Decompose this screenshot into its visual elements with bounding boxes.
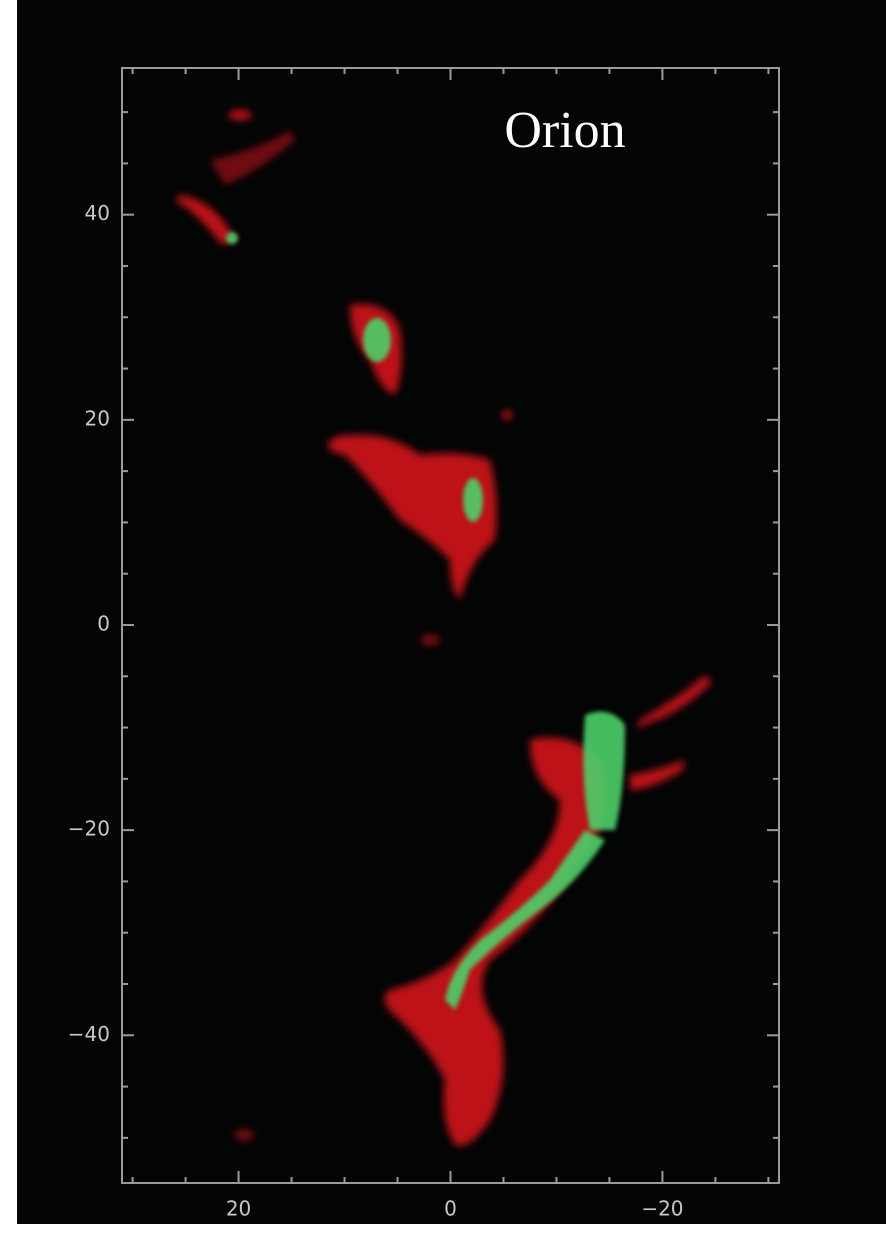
y-tick-label: 0 (97, 611, 110, 635)
y-tick-label: −20 (68, 817, 110, 841)
nebula-image (175, 110, 712, 1146)
y-tick-label: 40 (85, 201, 110, 225)
chart-title: Orion (504, 102, 625, 159)
x-tick-label: −20 (641, 1197, 683, 1221)
y-tick-label: 20 (85, 406, 110, 430)
x-tick-label: 0 (444, 1197, 457, 1221)
y-tick-label: −40 (68, 1022, 110, 1046)
x-tick-label: 20 (226, 1197, 251, 1221)
